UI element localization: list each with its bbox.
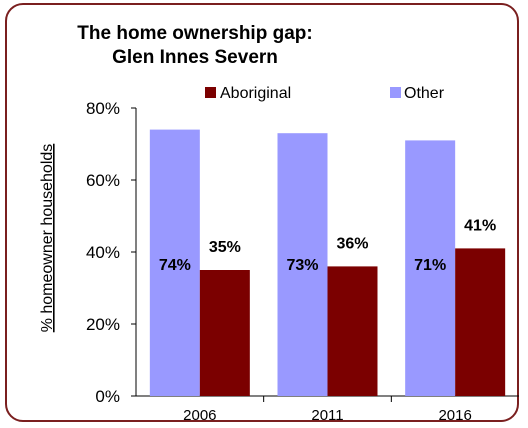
- chart-title-line2: Glen Innes Severn: [112, 47, 278, 68]
- legend-swatch-other: [390, 87, 401, 98]
- y-tick-label: 0%: [95, 387, 120, 406]
- data-label-aboriginal-2016: 41%: [464, 217, 496, 234]
- data-label-aboriginal-2006: 35%: [209, 239, 241, 256]
- bar-other-2011: [277, 133, 328, 396]
- bar-other-2006: [149, 129, 200, 396]
- x-tick-label: 2016: [438, 407, 471, 424]
- data-label-other-2016: 71%: [414, 257, 446, 274]
- y-tick-label: 20%: [86, 315, 120, 334]
- bar-other-2016: [405, 140, 456, 396]
- data-label-other-2011: 73%: [286, 257, 318, 274]
- data-label-aboriginal-2011: 36%: [336, 235, 368, 252]
- legend-label-aboriginal: Aboriginal: [220, 85, 291, 102]
- y-axis-label: % homeowner households: [39, 144, 56, 333]
- bar-aboriginal-2011: [327, 266, 378, 396]
- chart-data-labels: 74% 35% 73% 36% 71% 41%: [159, 217, 496, 274]
- data-label-other-2006: 74%: [159, 257, 191, 274]
- chart-title: The home ownership gap: Glen Innes Sever…: [0, 22, 390, 70]
- chart-bars: [149, 129, 506, 396]
- chart-title-line1: The home ownership gap:: [77, 23, 313, 44]
- bar-aboriginal-2006: [199, 270, 250, 396]
- bar-aboriginal-2016: [455, 248, 506, 396]
- y-tick-label: 40%: [86, 243, 120, 262]
- chart-axes: 0% 20% 40% 60% 80% 2006 2011 2016: [86, 99, 519, 424]
- x-tick-label: 2006: [183, 407, 216, 424]
- y-tick-label: 60%: [86, 171, 120, 190]
- legend-label-other: Other: [404, 85, 445, 102]
- x-tick-label: 2011: [311, 407, 343, 424]
- chart-legend: Aboriginal Other: [205, 85, 445, 102]
- y-tick-label: 80%: [86, 99, 120, 118]
- legend-swatch-aboriginal: [205, 87, 216, 98]
